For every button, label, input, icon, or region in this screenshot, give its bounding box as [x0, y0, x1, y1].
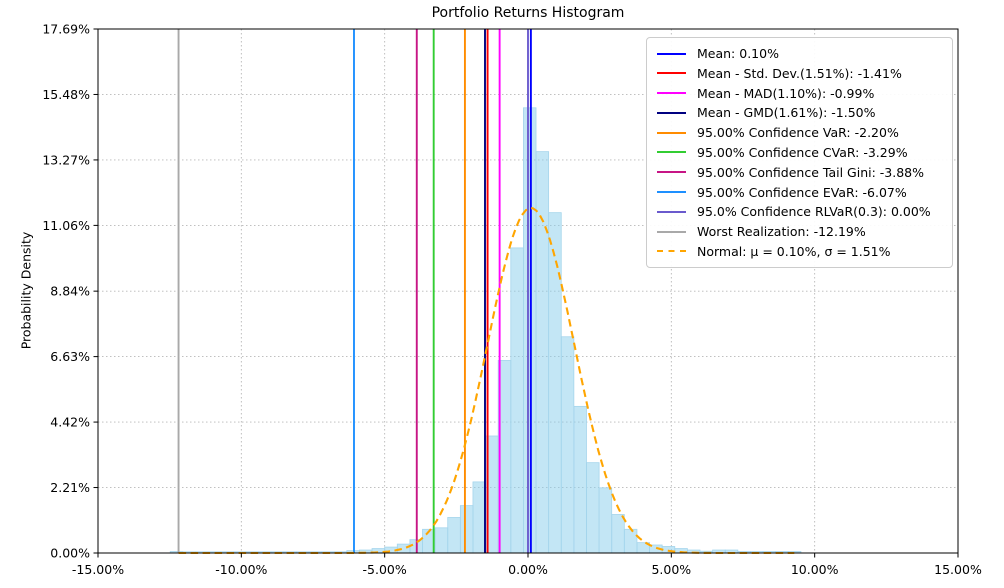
- legend: Mean: 0.10% Mean - Std. Dev.(1.51%): -1.4…: [646, 37, 953, 268]
- legend-line-swatch: [657, 52, 686, 55]
- legend-label: Worst Realization: -12.19%: [697, 224, 866, 240]
- x-tick-label: -10.00%: [215, 562, 267, 577]
- legend-item: Worst Realization: -12.19%: [657, 223, 944, 240]
- y-tick-label: 8.84%: [50, 284, 90, 299]
- legend-label: 95.00% Confidence Tail Gini: -3.88%: [697, 164, 924, 180]
- legend-item: Mean - GMD(1.61%): -1.50%: [657, 104, 944, 121]
- legend-label: Mean - GMD(1.61%): -1.50%: [697, 105, 876, 121]
- legend-item: 95.00% Confidence Tail Gini: -3.88%: [657, 164, 944, 181]
- legend-line-swatch: [657, 131, 686, 134]
- legend-label: 95.00% Confidence EVaR: -6.07%: [697, 184, 907, 200]
- y-tick-label: 4.42%: [50, 415, 90, 430]
- chart-title: Portfolio Returns Histogram: [431, 5, 625, 21]
- legend-line-swatch: [657, 92, 686, 95]
- x-tick-label: 10.00%: [791, 562, 839, 577]
- legend-label: 95.0% Confidence RLVaR(0.3): 0.00%: [697, 204, 931, 220]
- x-tick-label: 0.00%: [508, 562, 548, 577]
- legend-line-swatch: [657, 230, 686, 233]
- legend-item: 95.00% Confidence EVaR: -6.07%: [657, 184, 944, 201]
- y-tick-label: 6.63%: [50, 349, 90, 364]
- legend-label: Mean: 0.10%: [697, 46, 779, 61]
- y-tick-label: 2.21%: [50, 480, 90, 495]
- x-tick-label: 15.00%: [934, 562, 982, 577]
- legend-label: Mean - Std. Dev.(1.51%): -1.41%: [697, 65, 902, 81]
- legend-label: 95.00% Confidence CVaR: -3.29%: [697, 144, 908, 160]
- y-tick-label: 17.69%: [42, 22, 90, 37]
- legend-label: Normal: μ = 0.10%, σ = 1.51%: [697, 243, 891, 259]
- legend-item: 95.0% Confidence RLVaR(0.3): 0.00%: [657, 203, 944, 220]
- x-tick-label: -15.00%: [72, 562, 124, 577]
- legend-item: Mean - MAD(1.10%): -0.99%: [657, 85, 944, 102]
- legend-line-swatch: [657, 72, 686, 75]
- y-tick-label: 13.27%: [42, 152, 90, 167]
- legend-line-swatch: [657, 250, 686, 253]
- y-tick-label: 15.48%: [42, 87, 90, 102]
- legend-line-swatch: [657, 210, 686, 213]
- x-tick-label: 5.00%: [651, 562, 691, 577]
- legend-item: Mean - Std. Dev.(1.51%): -1.41%: [657, 65, 944, 82]
- legend-label: Mean - MAD(1.10%): -0.99%: [697, 85, 875, 101]
- legend-item: 95.00% Confidence CVaR: -3.29%: [657, 144, 944, 161]
- legend-label: 95.00% Confidence VaR: -2.20%: [697, 125, 899, 141]
- legend-line-swatch: [657, 111, 686, 114]
- legend-line-swatch: [657, 151, 686, 154]
- x-tick-label: -5.00%: [363, 562, 407, 577]
- legend-line-swatch: [657, 171, 686, 174]
- legend-item: 95.00% Confidence VaR: -2.20%: [657, 124, 944, 141]
- legend-item: Mean: 0.10%: [657, 45, 944, 62]
- y-tick-label: 11.06%: [42, 218, 90, 233]
- legend-item: Normal: μ = 0.10%, σ = 1.51%: [657, 243, 944, 260]
- legend-line-swatch: [657, 191, 686, 194]
- y-tick-label: 0.00%: [50, 546, 90, 561]
